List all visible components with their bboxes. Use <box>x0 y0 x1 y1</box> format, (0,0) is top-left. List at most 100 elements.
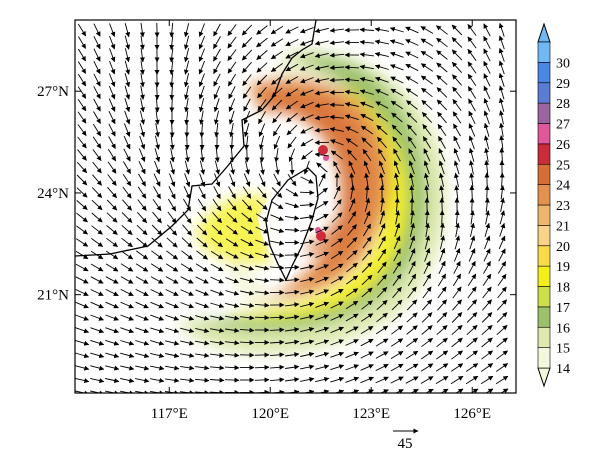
wind-vector <box>439 247 446 262</box>
wind-vector <box>453 248 461 262</box>
wind-vector <box>466 350 479 360</box>
wind-vector <box>498 97 505 112</box>
wind-vector <box>241 212 253 223</box>
wind-vector <box>198 98 205 113</box>
wind-vector <box>405 350 419 360</box>
wind-vector <box>242 61 252 74</box>
wind-vector <box>300 289 315 295</box>
wind-vector <box>499 135 505 150</box>
wind-vector <box>198 23 205 37</box>
colorbar-swatch <box>537 204 551 226</box>
wind-vector <box>165 327 180 334</box>
wind-vector <box>212 199 222 212</box>
wind-vector <box>345 313 359 322</box>
wind-vector <box>150 301 164 309</box>
wind-vector <box>258 123 266 137</box>
wind-vector <box>180 289 194 296</box>
wind-vector <box>78 48 86 62</box>
wind-vector <box>195 352 210 358</box>
wind-vector <box>184 173 191 188</box>
colorbar-swatch <box>537 123 551 145</box>
wind-vector <box>405 76 419 84</box>
wind-vector <box>452 111 462 124</box>
wind-vector <box>182 224 192 236</box>
wind-vector <box>136 211 148 224</box>
wind-vector <box>120 314 134 321</box>
wind-vector <box>108 85 116 100</box>
wind-vector <box>75 377 90 384</box>
wind-vector <box>452 299 462 311</box>
wind-vector <box>123 135 131 150</box>
wind-vector <box>330 326 344 334</box>
colorbar-label: 27 <box>556 118 570 133</box>
wind-vector <box>198 60 206 75</box>
wind-vector <box>165 314 180 321</box>
wind-vector <box>407 286 417 299</box>
wind-vector <box>394 222 401 237</box>
wind-vector <box>272 123 282 137</box>
map-axes: 27°N 24°N 21°N 117°E 120°E 123°E 126°E <box>37 20 516 422</box>
wind-vector <box>227 199 237 211</box>
wind-vector <box>195 263 209 272</box>
wind-vector <box>496 312 508 323</box>
wind-vector <box>406 338 419 347</box>
wind-vector <box>106 199 118 211</box>
wind-vector <box>105 314 119 321</box>
wind-vector <box>196 250 209 260</box>
wind-vector <box>315 239 329 246</box>
wind-vector <box>499 147 505 163</box>
wind-vector <box>300 252 315 257</box>
wind-vector <box>93 111 101 124</box>
wind-vector <box>483 85 491 100</box>
wind-vector <box>135 288 149 297</box>
wind-vector <box>409 235 416 250</box>
wind-vector <box>345 351 359 359</box>
wind-vector <box>166 237 178 248</box>
wind-vector <box>331 225 343 235</box>
wind-vector <box>363 223 371 237</box>
wind-vector <box>150 314 165 321</box>
wind-vector <box>364 185 370 200</box>
wind-vector <box>483 23 491 37</box>
wind-vector <box>406 112 418 123</box>
wind-vector <box>224 352 240 358</box>
colorbar-label: 25 <box>556 158 570 173</box>
wind-vector <box>439 235 446 250</box>
wind-vector <box>285 302 300 308</box>
wind-vector <box>243 98 251 112</box>
wind-vector <box>330 301 344 309</box>
wind-vector <box>300 377 315 382</box>
wind-vector <box>166 250 179 260</box>
wind-vector <box>423 260 431 274</box>
wind-vector <box>422 124 432 136</box>
wind-vector <box>393 248 401 262</box>
wind-vector <box>345 364 359 371</box>
wind-vector <box>331 238 344 247</box>
wind-vector <box>210 328 225 333</box>
wind-vector <box>153 173 161 187</box>
wind-vector <box>483 260 491 274</box>
wind-vector <box>105 352 120 359</box>
wind-vector <box>314 65 329 71</box>
wind-vector <box>452 74 462 86</box>
wind-vector <box>77 136 87 149</box>
wind-vector <box>242 86 252 99</box>
wind-vector <box>435 376 449 384</box>
wind-vector <box>483 60 491 74</box>
wind-vector <box>360 125 374 135</box>
wind-vector <box>377 248 387 262</box>
wind-vector <box>393 235 401 250</box>
wind-vector <box>406 100 418 110</box>
wind-vector <box>285 63 299 72</box>
wind-vector <box>496 350 509 360</box>
wind-vector <box>135 263 149 272</box>
wind-vector <box>107 148 117 162</box>
wind-vector <box>139 73 145 88</box>
wind-vector <box>269 364 285 370</box>
wind-vector <box>183 73 190 88</box>
wind-vector <box>105 365 120 371</box>
wind-vector <box>287 136 297 149</box>
wind-vector <box>107 174 117 186</box>
wind-vector <box>139 123 146 138</box>
lat-tick-label: 24°N <box>37 186 69 202</box>
